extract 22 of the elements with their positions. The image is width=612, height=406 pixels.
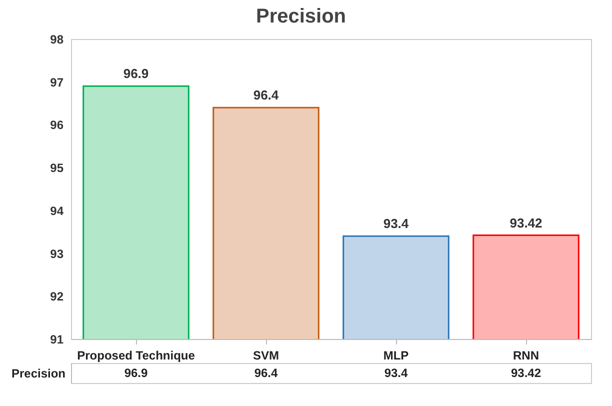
annotation: 96.9 — [123, 66, 149, 82]
y-tick-label: 94 — [50, 204, 64, 218]
y-tick-label: 92 — [50, 290, 64, 304]
x-tick-label: Proposed Technique — [77, 348, 196, 362]
y-tick-label: 91 — [50, 332, 64, 346]
data-label: 93.42 — [510, 366, 542, 380]
x-tick-label: RNN — [513, 348, 539, 362]
x-tick-label: SVM — [252, 348, 280, 362]
data-label: 93.4 — [384, 366, 408, 380]
y-tick-label: 93 — [50, 246, 64, 261]
y-tick-label: 97 — [50, 75, 64, 90]
series-label: Precision — [11, 366, 66, 380]
y-tick-label: 98 — [50, 32, 64, 46]
y-tick-label: 96 — [50, 118, 64, 132]
y-tick-label: 95 — [50, 161, 64, 176]
annotation: 93.4 — [383, 216, 410, 232]
annotation: 96.4 — [253, 88, 280, 103]
annotation: 93.42 — [510, 215, 542, 230]
x-tick-label: MLP — [383, 348, 409, 362]
data-label: 96.9 — [124, 366, 148, 380]
data-label: 96.4 — [254, 366, 278, 380]
chart-title: Precision — [256, 6, 346, 28]
